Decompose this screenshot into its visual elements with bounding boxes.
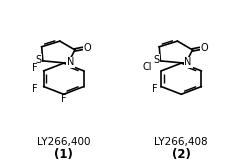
Text: N: N <box>67 57 74 67</box>
Text: Cl: Cl <box>143 62 152 72</box>
Text: F: F <box>32 84 37 94</box>
Text: F: F <box>61 94 66 104</box>
Text: (1): (1) <box>54 148 73 162</box>
Text: LY266,400: LY266,400 <box>37 137 90 147</box>
Text: S: S <box>153 55 159 65</box>
Text: O: O <box>83 43 91 53</box>
Text: LY266,408: LY266,408 <box>155 137 208 147</box>
Text: F: F <box>32 63 37 73</box>
Text: (2): (2) <box>172 148 191 162</box>
Text: F: F <box>152 84 158 94</box>
Text: S: S <box>35 55 41 65</box>
Text: O: O <box>201 43 208 53</box>
Text: N: N <box>184 57 192 67</box>
